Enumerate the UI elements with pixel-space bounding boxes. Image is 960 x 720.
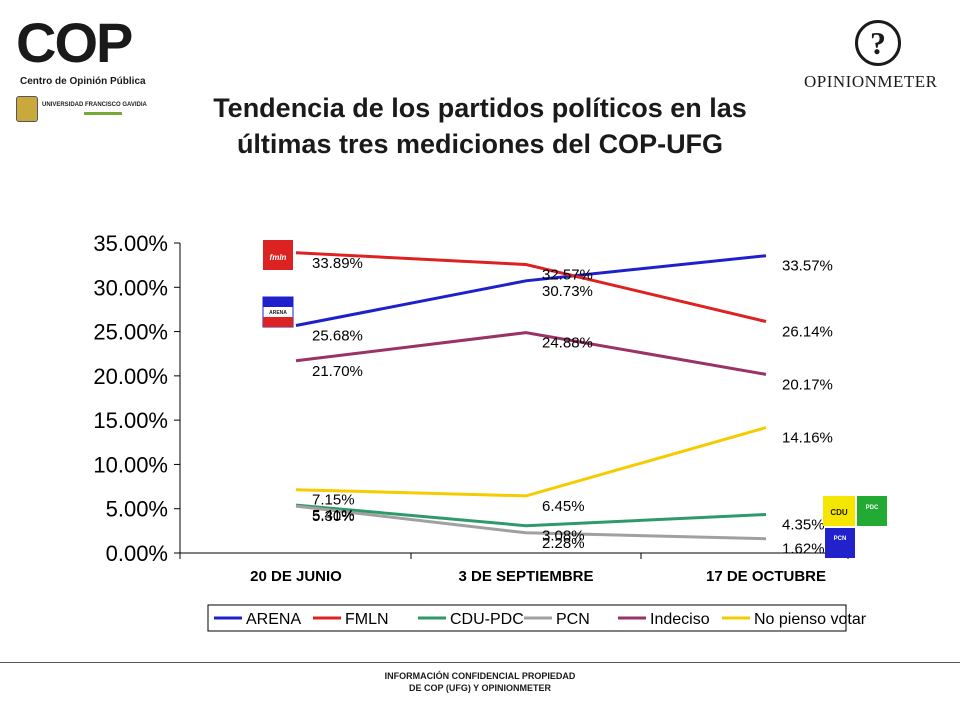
- series-line-fmln: [295, 251, 767, 323]
- cdu-badge: [823, 496, 855, 526]
- data-label: 6.45%: [542, 498, 585, 515]
- data-label: 24.88%: [542, 335, 593, 352]
- legend-label-pcn: PCN: [556, 611, 590, 628]
- series-line-pcn: [295, 504, 767, 541]
- x-tick-label: 17 DE OCTUBRE: [706, 568, 826, 585]
- pcn-badge: [825, 528, 855, 558]
- y-tick-label: 5.00%: [106, 497, 168, 522]
- x-tick-label: 20 DE JUNIO: [250, 568, 342, 585]
- arena-badge-bottom: [263, 317, 293, 327]
- fmln-badge: [263, 240, 293, 270]
- ufg-logo-text: UNIVERSIDAD FRANCISCO GAVIDIA: [42, 102, 147, 108]
- footer-line-1: INFORMACIÓN CONFIDENCIAL PROPIEDAD: [384, 671, 576, 681]
- y-tick-label: 25.00%: [93, 320, 168, 345]
- data-label: 21.70%: [312, 363, 363, 380]
- pcn-badge-text: PCN: [834, 536, 847, 542]
- series-line-cdu-pdc: [295, 503, 767, 528]
- ufg-logo: UNIVERSIDAD FRANCISCO GAVIDIA: [14, 94, 164, 124]
- data-label: 33.57%: [782, 258, 833, 275]
- data-label: 32.57%: [542, 267, 593, 284]
- opinionmeter-logo-word: OPINIONMETER: [804, 72, 938, 91]
- data-label: 30.73%: [542, 283, 593, 300]
- data-label: 4.35%: [782, 516, 825, 533]
- legend-label-cdu-pdc: CDU-PDC: [450, 611, 524, 628]
- legend-label-no-pienso-votar: No pienso votar: [754, 611, 867, 628]
- data-label: 26.14%: [782, 323, 833, 340]
- data-label: 3.08%: [542, 528, 585, 545]
- data-label: 14.16%: [782, 430, 833, 447]
- title-line-1: Tendencia de los partidos políticos en l…: [213, 93, 747, 123]
- arena-badge-top: [263, 297, 293, 307]
- ufg-seal-icon: [16, 96, 38, 122]
- legend-label-arena: ARENA: [246, 611, 301, 628]
- cop-logo-subtitle: Centro de Opinión Pública: [20, 76, 146, 87]
- series-line-arena: [295, 254, 767, 327]
- footer-divider: [0, 662, 960, 663]
- y-tick-label: 20.00%: [93, 364, 168, 389]
- cop-logo-word: COP: [16, 11, 133, 74]
- ufg-logo-bar: [84, 112, 122, 115]
- y-tick-label: 15.00%: [93, 408, 168, 433]
- data-label: 5.30%: [312, 508, 355, 525]
- cop-logo: COP Centro de Opinión Pública UNIVERSIDA…: [14, 10, 164, 122]
- legend-label-indeciso: Indeciso: [650, 611, 710, 628]
- data-label: 25.68%: [312, 328, 363, 345]
- y-tick-label: 35.00%: [93, 231, 168, 256]
- data-label: 2.28%: [542, 535, 585, 552]
- y-tick-label: 0.00%: [106, 541, 168, 566]
- y-tick-label: 30.00%: [93, 275, 168, 300]
- title-line-2: últimas tres mediciones del COP-UFG: [236, 129, 724, 159]
- data-label: 7.15%: [312, 492, 355, 509]
- arena-badge-text: ARENA: [269, 310, 287, 316]
- data-label: 33.89%: [312, 255, 363, 272]
- y-tick-label: 10.00%: [93, 452, 168, 477]
- footer: INFORMACIÓN CONFIDENCIAL PROPIEDAD DE CO…: [330, 670, 630, 694]
- footer-line-2: DE COP (UFG) Y OPINIONMETER: [408, 683, 552, 693]
- x-tick-label: 3 DE SEPTIEMBRE: [458, 568, 593, 585]
- question-mark-icon: ?: [855, 20, 901, 66]
- opinionmeter-logo: ? OPINIONMETER: [800, 20, 960, 100]
- page-title: Tendencia de los partidos políticos en l…: [150, 90, 810, 162]
- data-label: 1.62%: [782, 541, 825, 558]
- series-line-indeciso: [295, 331, 767, 376]
- legend-label-fmln: FMLN: [345, 611, 389, 628]
- cdu-badge-text: CDU: [830, 508, 848, 517]
- data-label: 5.41%: [312, 507, 355, 524]
- fmln-badge-text: fmln: [270, 253, 287, 262]
- pdc-badge-text: PDC: [866, 505, 879, 511]
- pdc-badge: [857, 496, 887, 526]
- data-label: 20.17%: [782, 376, 833, 393]
- series-line-no-pienso-votar: [295, 426, 767, 498]
- line-chart: 0.00% 5.00% 10.00% 15.00% 20.00% 25.00% 30.00%…: [93, 231, 887, 632]
